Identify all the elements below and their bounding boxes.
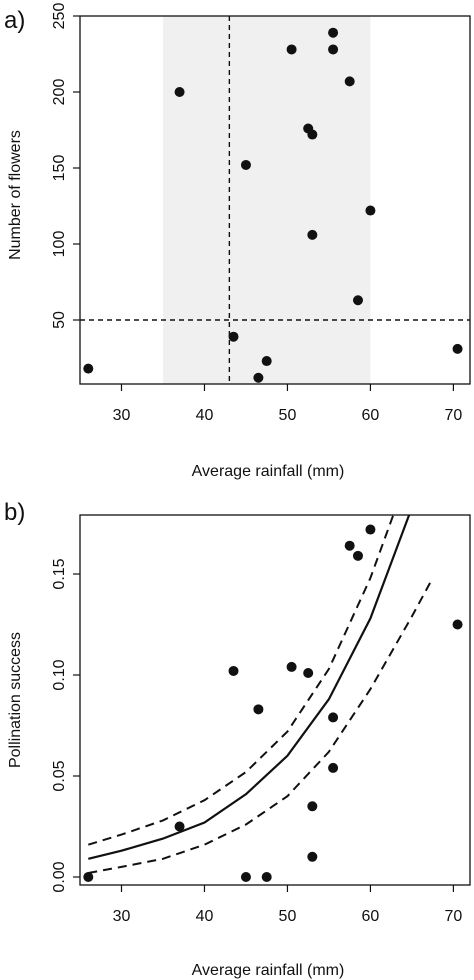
a-point-10 bbox=[328, 27, 339, 38]
b-ci-upper-line bbox=[88, 514, 395, 846]
b-panel-label: b) bbox=[4, 499, 25, 526]
b-y-tick-label: 0.00 bbox=[51, 861, 68, 892]
a-y-axis-label: Number of flowers bbox=[7, 130, 24, 260]
a-point-5 bbox=[261, 356, 272, 367]
b-point-11 bbox=[328, 762, 339, 773]
a-y-tick-label: 150 bbox=[51, 155, 68, 182]
b-point-12 bbox=[344, 540, 355, 551]
a-point-9 bbox=[307, 229, 318, 240]
b-y-axis-label: Pollination success bbox=[7, 632, 24, 768]
panel-b: 30 40 50 60 70 0.00 0.05 0.10 0.15 b) Average r… bbox=[4, 499, 471, 979]
b-y-tick-label: 0.10 bbox=[51, 659, 68, 690]
a-point-15 bbox=[452, 343, 463, 354]
b-y-ticks: 0.00 0.05 0.10 0.15 bbox=[51, 558, 80, 893]
a-point-3 bbox=[240, 159, 251, 170]
b-x-tick-label: 70 bbox=[445, 908, 463, 925]
a-point-11 bbox=[328, 44, 339, 55]
a-x-tick-label: 30 bbox=[113, 407, 131, 424]
a-point-6 bbox=[286, 44, 297, 55]
b-x-tick-label: 50 bbox=[279, 908, 297, 925]
b-points bbox=[83, 524, 463, 882]
b-point-1 bbox=[174, 821, 185, 832]
a-point-12 bbox=[344, 76, 355, 87]
a-point-13 bbox=[352, 295, 363, 306]
b-fit-line bbox=[88, 514, 411, 860]
a-point-8 bbox=[307, 129, 318, 140]
b-x-tick-label: 40 bbox=[196, 908, 214, 925]
a-x-ticks: 30 40 50 60 70 bbox=[113, 384, 463, 424]
a-point-4 bbox=[253, 372, 264, 383]
b-point-8 bbox=[307, 801, 318, 812]
a-points bbox=[83, 27, 463, 383]
a-shaded-band bbox=[162, 16, 371, 384]
b-point-3 bbox=[240, 872, 251, 882]
a-point-0 bbox=[83, 363, 94, 374]
b-point-7 bbox=[303, 667, 314, 678]
b-point-6 bbox=[286, 661, 297, 672]
b-x-ticks: 30 40 50 60 70 bbox=[113, 885, 463, 925]
a-panel-label: a) bbox=[4, 7, 25, 34]
panel-a: 30 40 50 60 70 50 100 150 200 250 a) Average rai… bbox=[4, 3, 471, 480]
a-y-tick-label: 200 bbox=[51, 79, 68, 106]
b-x-tick-label: 60 bbox=[362, 908, 380, 925]
b-point-14 bbox=[365, 524, 376, 535]
a-x-tick-label: 60 bbox=[362, 407, 380, 424]
a-point-2 bbox=[228, 331, 239, 342]
a-y-tick-label: 100 bbox=[51, 231, 68, 258]
a-x-tick-label: 40 bbox=[196, 407, 214, 424]
a-x-axis-label: Average rainfall (mm) bbox=[192, 463, 345, 480]
b-y-tick-label: 0.15 bbox=[51, 558, 68, 589]
b-point-10 bbox=[328, 712, 339, 723]
b-point-9 bbox=[307, 851, 318, 862]
b-plot-frame bbox=[79, 514, 471, 886]
a-y-tick-label: 250 bbox=[51, 3, 68, 30]
a-x-tick-label: 50 bbox=[279, 407, 297, 424]
a-x-tick-label: 70 bbox=[445, 407, 463, 424]
b-point-5 bbox=[261, 872, 272, 882]
b-y-tick-label: 0.05 bbox=[51, 760, 68, 791]
a-y-tick-label: 50 bbox=[51, 311, 68, 329]
a-plot-frame bbox=[79, 15, 471, 385]
a-point-1 bbox=[174, 87, 185, 97]
b-point-4 bbox=[253, 704, 264, 715]
b-x-axis-label: Average rainfall (mm) bbox=[192, 962, 345, 979]
a-point-14 bbox=[365, 205, 376, 216]
b-point-2 bbox=[228, 665, 239, 676]
b-point-15 bbox=[452, 619, 463, 630]
b-x-tick-label: 30 bbox=[113, 908, 131, 925]
b-ci-lower-line bbox=[88, 577, 434, 874]
a-y-ticks: 50 100 150 200 250 bbox=[51, 3, 80, 329]
b-point-0 bbox=[83, 872, 94, 882]
b-fit-lines bbox=[88, 514, 434, 874]
b-point-13 bbox=[352, 550, 363, 561]
